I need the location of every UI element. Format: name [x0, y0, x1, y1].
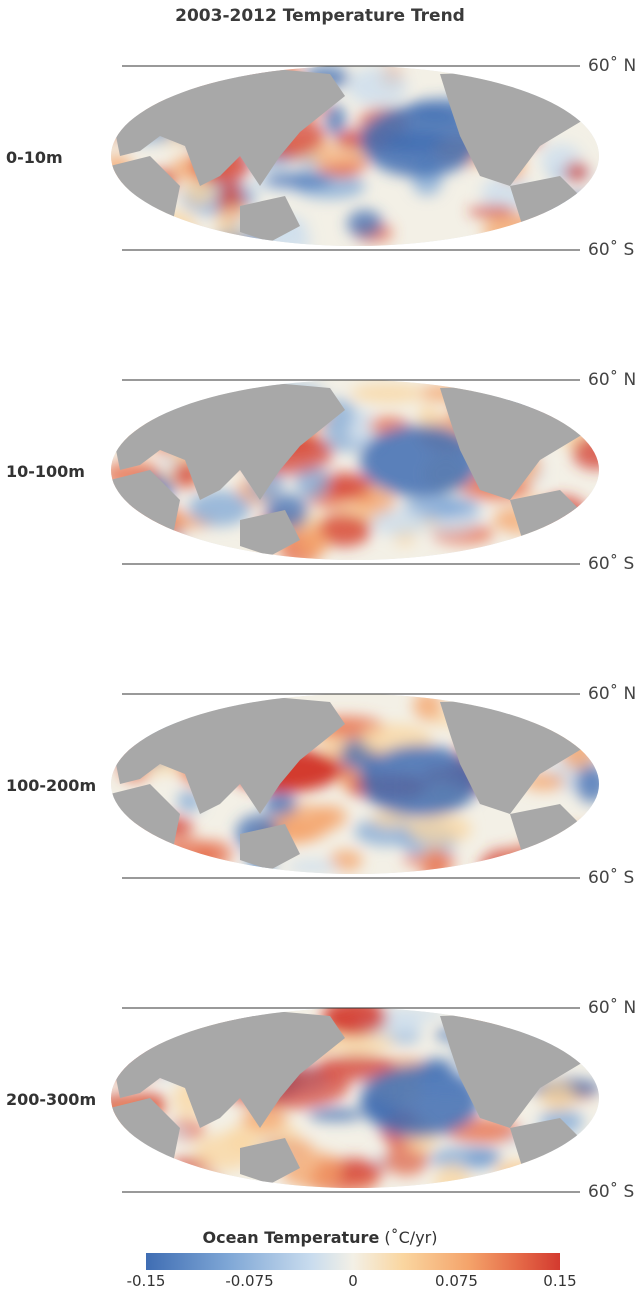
depth-label: 200-300m: [6, 1090, 97, 1109]
page-title: 2003-2012 Temperature Trend: [175, 6, 465, 26]
land-shape: [240, 824, 300, 870]
legend-units: (˚C/yr): [384, 1228, 438, 1247]
legend-title: Ocean Temperature (˚C/yr): [0, 1228, 640, 1247]
latitude-label-60s: 60˚ S: [588, 240, 635, 260]
map-panel-200-300m: 200-300m 60˚ N 60˚ S: [0, 978, 640, 1238]
colorbar-tick-label: 0: [348, 1272, 358, 1290]
colorbar-tick-label: -0.075: [225, 1272, 274, 1290]
map-panel-100-200m: 100-200m 60˚ N 60˚ S: [0, 664, 640, 924]
ocean-map: [111, 65, 599, 251]
ocean-band: [111, 694, 599, 874]
ocean-map: [111, 379, 599, 565]
depth-label: 0-10m: [6, 148, 63, 167]
ocean-map: [111, 1007, 599, 1193]
map-panel-10-100m: 10-100m 60˚ N 60˚ S: [0, 350, 640, 610]
colorbar-tick-label: 0.15: [543, 1272, 577, 1290]
map-panel-0-10m: 0-10m 60˚ N 60˚ S: [0, 36, 640, 296]
latitude-label-60n: 60˚ N: [588, 56, 637, 76]
latitude-label-60n: 60˚ N: [588, 370, 637, 390]
colorbar-tick-label: 0.075: [435, 1272, 478, 1290]
land-shape: [240, 196, 300, 242]
colorbar: [146, 1253, 560, 1270]
land-shape: [240, 1138, 300, 1184]
depth-label: 100-200m: [6, 776, 97, 795]
latitude-label-60n: 60˚ N: [588, 998, 637, 1018]
latitude-label-60n: 60˚ N: [588, 684, 637, 704]
ocean-map: [111, 693, 599, 879]
latitude-label-60s: 60˚ S: [588, 554, 635, 574]
legend-title-text: Ocean Temperature: [202, 1228, 380, 1247]
latitude-label-60s: 60˚ S: [588, 1182, 635, 1202]
latitude-label-60s: 60˚ S: [588, 868, 635, 888]
depth-label: 10-100m: [6, 462, 85, 481]
land-shape: [240, 510, 300, 556]
colorbar-tick-label: -0.15: [126, 1272, 166, 1290]
